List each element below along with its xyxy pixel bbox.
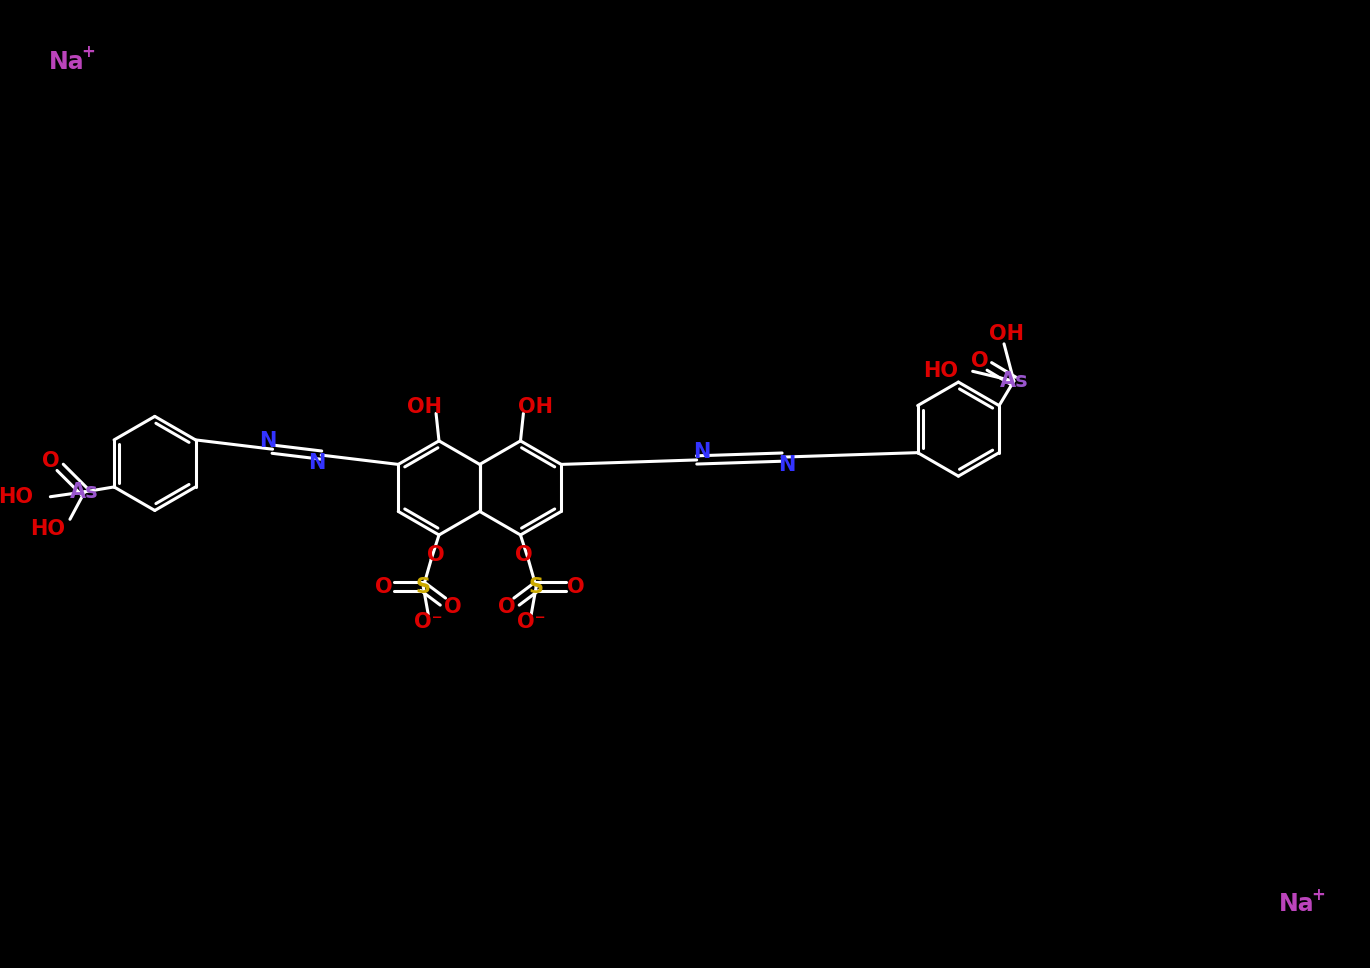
Text: O: O [41, 451, 59, 471]
Text: O⁻: O⁻ [414, 612, 443, 632]
Text: O: O [497, 596, 515, 617]
Text: O: O [444, 596, 462, 617]
Text: O⁻: O⁻ [516, 612, 545, 632]
Text: OH: OH [989, 324, 1025, 344]
Text: HO: HO [923, 361, 958, 381]
Text: OH: OH [407, 397, 441, 416]
Text: As: As [70, 482, 99, 501]
Text: O: O [971, 351, 988, 372]
Text: N: N [778, 455, 796, 475]
Text: O: O [515, 545, 532, 564]
Text: +: + [81, 43, 95, 61]
Text: As: As [1000, 371, 1028, 391]
Text: N: N [259, 432, 277, 451]
Text: HO: HO [0, 487, 33, 506]
Text: S: S [416, 577, 430, 597]
Text: OH: OH [518, 397, 552, 416]
Text: N: N [308, 453, 325, 473]
Text: +: + [1311, 886, 1325, 903]
Text: S: S [529, 577, 544, 597]
Text: Na: Na [1278, 892, 1314, 917]
Text: O: O [375, 577, 393, 597]
Text: O: O [427, 545, 445, 564]
Text: N: N [693, 442, 710, 462]
Text: HO: HO [30, 519, 64, 539]
Text: O: O [567, 577, 584, 597]
Text: Na: Na [49, 49, 85, 74]
